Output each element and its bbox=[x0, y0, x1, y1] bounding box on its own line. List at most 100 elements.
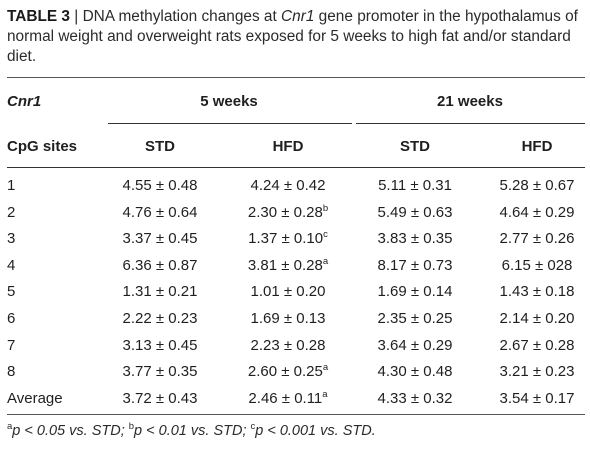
cell-value: 4.64 ± 0.29 bbox=[499, 204, 575, 221]
cell-value: 2.22 ± 0.23 bbox=[122, 310, 198, 327]
cell-value: 5.28 ± 0.67 bbox=[499, 177, 575, 194]
cell-hfd-21-weeks: 1.43 ± 0.18 bbox=[500, 283, 575, 300]
significance-mark: b bbox=[322, 203, 329, 214]
footnote-mark-a: a bbox=[7, 421, 13, 432]
cpg-site-label: 5 bbox=[7, 283, 16, 300]
cell-value: 2.23 ± 0.28 bbox=[250, 337, 326, 354]
cell-value: 3.72 ± 0.43 bbox=[122, 390, 198, 407]
footnote-mark-b: b bbox=[128, 421, 135, 432]
cell-value: 2.14 ± 0.20 bbox=[499, 310, 575, 327]
cell-hfd-21-weeks: 4.64 ± 0.29 bbox=[500, 204, 575, 221]
cell-value: 2.35 ± 0.25 bbox=[377, 310, 453, 327]
cell-std-5-weeks: 3.77 ± 0.35 bbox=[123, 363, 198, 380]
cpg-site-label: 1 bbox=[7, 177, 16, 194]
cell-hfd-5-weeks: 3.81 ± 0.28a bbox=[248, 257, 328, 274]
cell-value: 4.55 ± 0.48 bbox=[122, 177, 198, 194]
header-bottom-rule bbox=[7, 167, 585, 168]
significance-mark: a bbox=[322, 389, 328, 400]
cell-std-21-weeks: 4.33 ± 0.32 bbox=[378, 390, 453, 407]
table-bottom-rule bbox=[7, 414, 585, 415]
cell-hfd-5-weeks: 2.46 ± 0.11a bbox=[248, 390, 327, 407]
table-footnote: ap < 0.05 vs. STD; bp < 0.01 vs. STD; cp… bbox=[7, 421, 376, 439]
cell-std-21-weeks: 8.17 ± 0.73 bbox=[378, 257, 453, 274]
cell-value: 2.46 ± 0.11 bbox=[248, 390, 323, 407]
cell-std-21-weeks: 1.69 ± 0.14 bbox=[378, 283, 453, 300]
cell-value: 4.24 ± 0.42 bbox=[250, 177, 326, 194]
cpg-site-label: Average bbox=[7, 390, 63, 407]
footnote-mark-c: c bbox=[250, 421, 256, 432]
cell-std-21-weeks: 3.83 ± 0.35 bbox=[378, 230, 453, 247]
cell-value: 3.81 ± 0.28 bbox=[247, 257, 323, 274]
table-top-rule bbox=[7, 77, 585, 78]
cell-std-5-weeks: 2.22 ± 0.23 bbox=[123, 310, 198, 327]
significance-mark: a bbox=[322, 362, 329, 373]
cell-value: 1.31 ± 0.21 bbox=[122, 283, 198, 300]
cell-hfd-5-weeks: 4.24 ± 0.42 bbox=[251, 177, 326, 194]
cell-value: 6.36 ± 0.87 bbox=[122, 257, 198, 274]
cpg-site-label: 3 bbox=[7, 230, 16, 247]
cell-value: 2.60 ± 0.25 bbox=[247, 363, 323, 380]
cell-value: 4.30 ± 0.48 bbox=[377, 363, 453, 380]
cell-std-21-weeks: 3.64 ± 0.29 bbox=[378, 337, 453, 354]
cell-hfd-5-weeks: 2.23 ± 0.28 bbox=[251, 337, 326, 354]
cell-value: 1.69 ± 0.13 bbox=[250, 310, 326, 327]
cell-std-5-weeks: 4.76 ± 0.64 bbox=[123, 204, 198, 221]
caption-gene: Cnr1 bbox=[281, 8, 315, 25]
cell-hfd-21-weeks: 3.54 ± 0.17 bbox=[500, 390, 575, 407]
cell-std-5-weeks: 3.72 ± 0.43 bbox=[123, 390, 198, 407]
cell-hfd-21-weeks: 6.15 ± 028 bbox=[502, 257, 573, 274]
cell-hfd-5-weeks: 1.69 ± 0.13 bbox=[251, 310, 326, 327]
column-header-hfd-5-weeks: HFD bbox=[272, 138, 304, 155]
cell-hfd-21-weeks: 5.28 ± 0.67 bbox=[500, 177, 575, 194]
column-header-std-21-weeks: STD bbox=[400, 138, 430, 155]
table-label: TABLE 3 bbox=[7, 8, 70, 25]
cell-std-21-weeks: 5.49 ± 0.63 bbox=[378, 204, 453, 221]
gene-header: Cnr1 bbox=[7, 93, 42, 110]
cpg-site-label: 8 bbox=[7, 363, 16, 380]
cell-value: 8.17 ± 0.73 bbox=[377, 257, 453, 274]
cell-std-5-weeks: 6.36 ± 0.87 bbox=[123, 257, 198, 274]
cell-hfd-21-weeks: 2.77 ± 0.26 bbox=[500, 230, 575, 247]
table-caption: TABLE 3 | DNA methylation changes at Cnr… bbox=[7, 7, 585, 67]
group-5-weeks-underline bbox=[108, 123, 352, 124]
column-header-hfd-21-weeks: HFD bbox=[521, 138, 553, 155]
group-21-weeks-underline bbox=[356, 123, 585, 124]
caption-text-after: gene promoter in the hypothalamus of nor… bbox=[7, 8, 578, 65]
cell-value: 3.77 ± 0.35 bbox=[122, 363, 198, 380]
significance-mark: c bbox=[323, 229, 328, 240]
cell-std-5-weeks: 1.31 ± 0.21 bbox=[123, 283, 198, 300]
footnote-text-a: p < 0.05 vs. STD; bbox=[12, 423, 129, 439]
cell-std-21-weeks: 2.35 ± 0.25 bbox=[378, 310, 453, 327]
group-header-5-weeks: 5 weeks bbox=[200, 93, 258, 110]
cell-std-5-weeks: 3.37 ± 0.45 bbox=[123, 230, 198, 247]
cell-value: 4.33 ± 0.32 bbox=[377, 390, 453, 407]
caption-text-before: DNA methylation changes at bbox=[82, 8, 282, 25]
cpg-site-label: 7 bbox=[7, 337, 16, 354]
cell-value: 3.13 ± 0.45 bbox=[122, 337, 198, 354]
footnote-text-c: p < 0.001 vs. STD. bbox=[255, 423, 376, 439]
footnote-text-b: p < 0.01 vs. STD; bbox=[134, 423, 251, 439]
cell-value: 1.43 ± 0.18 bbox=[499, 283, 575, 300]
cell-hfd-21-weeks: 2.14 ± 0.20 bbox=[500, 310, 575, 327]
cell-value: 5.11 ± 0.31 bbox=[378, 177, 452, 194]
cell-value: 1.37 ± 0.10 bbox=[248, 230, 324, 247]
row-header: CpG sites bbox=[7, 138, 78, 155]
cell-hfd-5-weeks: 2.30 ± 0.28b bbox=[248, 204, 328, 221]
cell-hfd-5-weeks: 1.01 ± 0.20 bbox=[251, 283, 326, 300]
cell-value: 6.15 ± 028 bbox=[501, 257, 573, 274]
cell-value: 2.30 ± 0.28 bbox=[247, 204, 323, 221]
cell-value: 3.64 ± 0.29 bbox=[377, 337, 453, 354]
cell-std-21-weeks: 5.11 ± 0.31 bbox=[378, 177, 452, 194]
cell-value: 3.83 ± 0.35 bbox=[377, 230, 453, 247]
cell-value: 3.37 ± 0.45 bbox=[122, 230, 198, 247]
cell-value: 1.01 ± 0.20 bbox=[250, 283, 326, 300]
group-header-21-weeks: 21 weeks bbox=[437, 93, 503, 110]
cpg-site-label: 4 bbox=[7, 257, 16, 274]
cell-std-5-weeks: 4.55 ± 0.48 bbox=[123, 177, 198, 194]
cell-value: 4.76 ± 0.64 bbox=[122, 204, 198, 221]
significance-mark: a bbox=[322, 256, 329, 267]
column-header-std-5-weeks: STD bbox=[145, 138, 175, 155]
cell-value: 2.67 ± 0.28 bbox=[499, 337, 575, 354]
cell-value: 3.54 ± 0.17 bbox=[499, 390, 575, 407]
cpg-site-label: 6 bbox=[7, 310, 16, 327]
